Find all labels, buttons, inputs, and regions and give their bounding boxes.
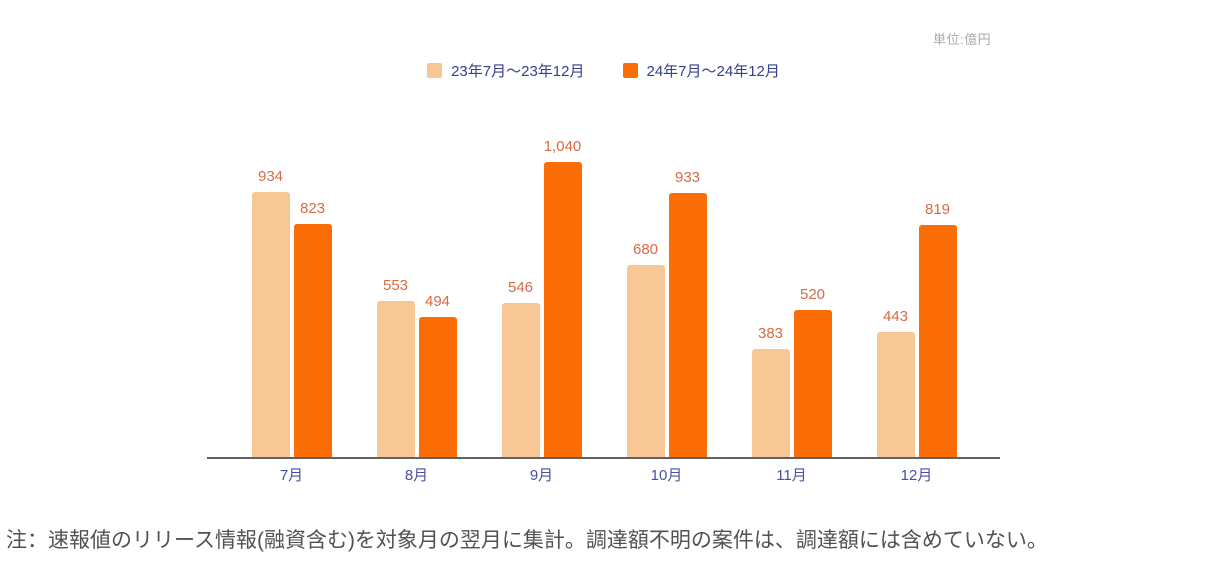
bar [793,310,832,458]
x-axis-label: 8月 [404,467,429,484]
bar-value-label: 383 [757,325,784,342]
bar-group: 443 819 [876,200,957,458]
bar-value-label: 819 [924,200,951,218]
bar [501,302,540,458]
bar-column: 819 [918,200,957,458]
bar-group: 680 933 [626,168,707,458]
bar [376,300,415,458]
bar-value-label: 546 [507,278,534,296]
bar-column: 383 [751,325,790,458]
bar-group: 383 520 [751,286,832,458]
bar-column: 443 [876,307,915,458]
bar-column: 1,040 [543,138,582,458]
bar-column: 553 [376,276,415,458]
bar-value-label: 934 [257,168,284,186]
bar-plot: 934 823 553 494 546 1,040 680 933 383 520 443 819 [207,111,1000,458]
bar-column: 934 [251,168,290,458]
bar [668,192,707,458]
bar [876,331,915,458]
bar-column: 546 [501,278,540,458]
legend: 23年7月〜23年12月 24年7月〜24年12月 [0,60,1207,81]
x-axis-label: 9月 [529,467,554,484]
legend-label-series2: 24年7月〜24年12月 [646,63,780,80]
footnote: 注：速報値のリリース情報(融資含む)を対象月の翌月に集計。調達額不明の案件は、調… [6,529,1048,552]
bar-column: 823 [293,199,332,458]
legend-item-series1: 23年7月〜23年12月 [427,60,585,81]
legend-label-series1: 23年7月〜23年12月 [451,63,585,80]
bar [293,223,332,458]
bar-group: 546 1,040 [501,138,582,458]
bar-value-label: 933 [674,168,701,186]
x-axis-label: 12月 [900,467,933,484]
x-axis-label: 7月 [279,467,304,484]
x-axis-label: 11月 [776,467,807,484]
bar [626,264,665,458]
bar-value-label: 494 [424,293,451,311]
bar-column: 680 [626,240,665,458]
bar-column: 494 [418,293,457,458]
bar-value-label: 520 [799,286,826,303]
bar-group: 553 494 [376,276,457,458]
bar-value-label: 553 [382,276,409,294]
bar-column: 933 [668,168,707,458]
unit-label: 単位:億円 [933,32,992,47]
bar-column: 520 [793,286,832,458]
legend-swatch-series1-icon [427,63,443,78]
legend-swatch-series2-icon [622,63,638,78]
bar-value-label: 823 [299,199,326,217]
bar [751,349,790,458]
bar [251,192,290,458]
x-axis-line [207,457,1000,459]
bar [418,317,457,458]
bar-group: 934 823 [251,168,332,458]
bar-value-label: 1,040 [543,138,582,155]
x-axis-label: 10月 [650,467,683,484]
legend-item-series2: 24年7月〜24年12月 [622,60,780,81]
bar [543,162,582,458]
bar [918,224,957,458]
bar-value-label: 443 [882,307,909,325]
x-axis-labels: 7月 8月 9月 10月 11月 12月 [207,464,1000,486]
bar-value-label: 680 [632,240,659,258]
